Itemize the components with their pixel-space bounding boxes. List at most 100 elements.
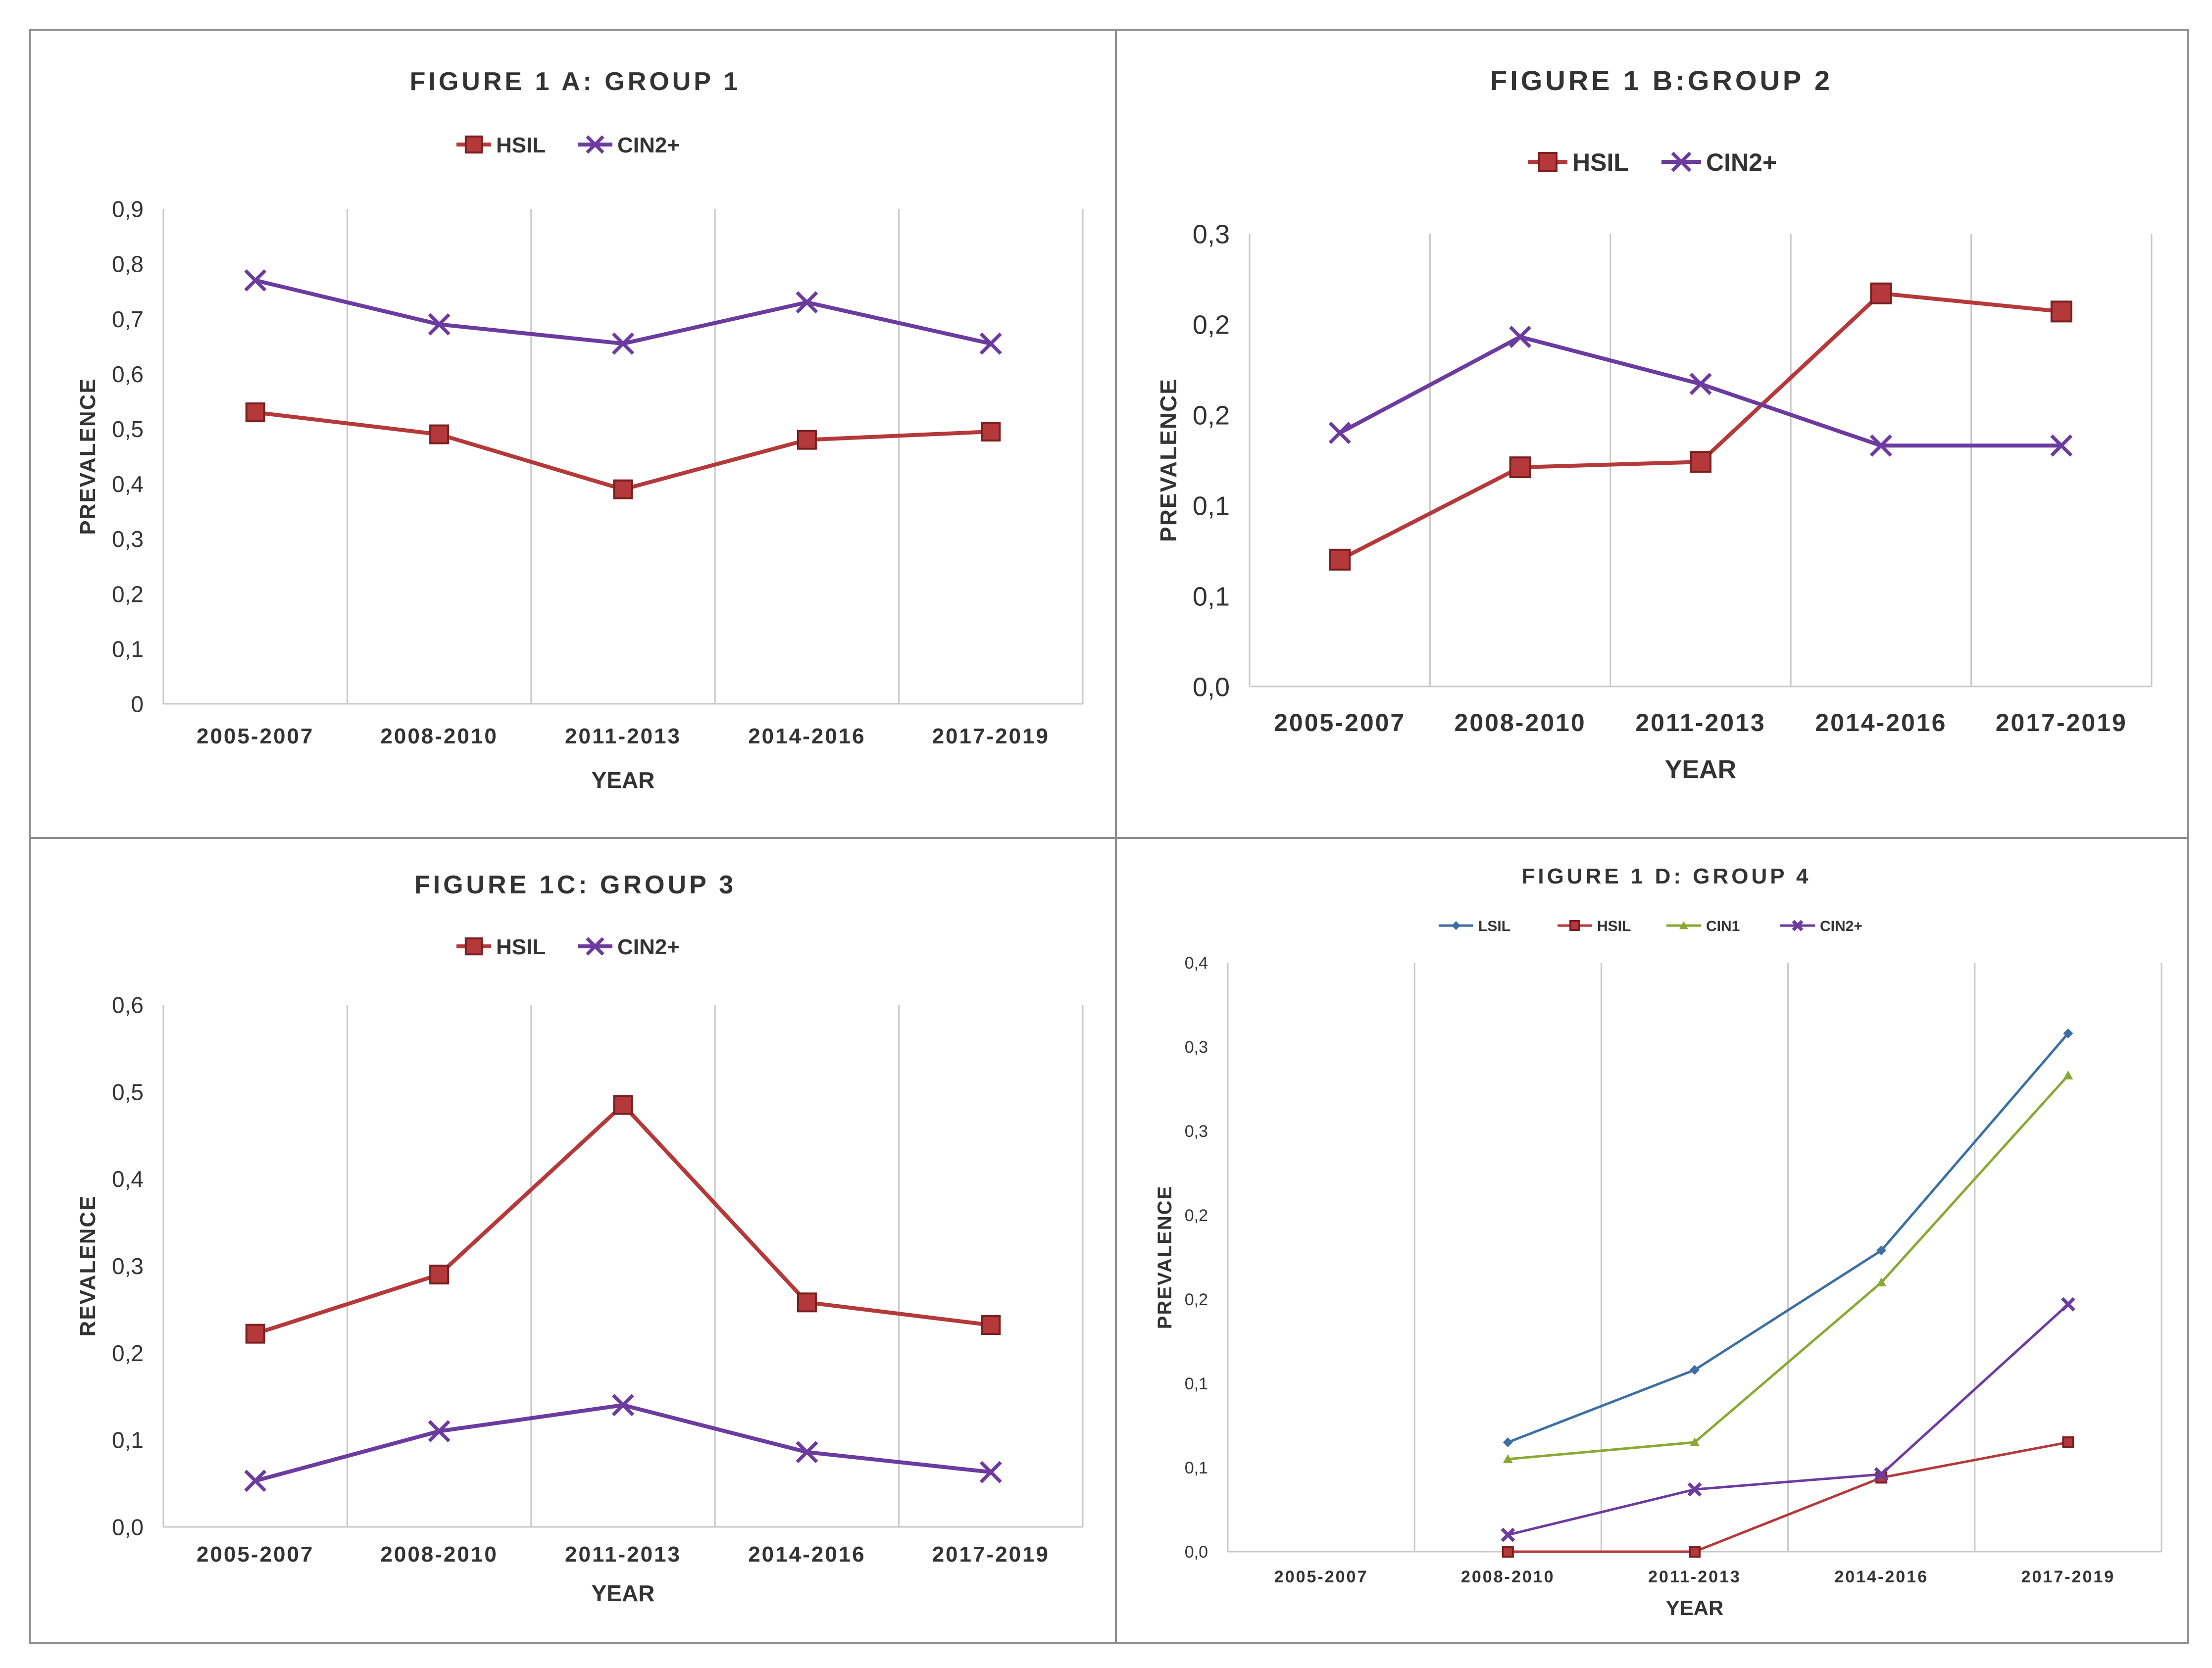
series-line-cin2 bbox=[1508, 1303, 2069, 1536]
legend-marker-cin2 bbox=[586, 135, 604, 154]
data-point-lsil bbox=[1690, 1365, 1700, 1375]
x-tick-label: 2005-2007 bbox=[1274, 709, 1406, 736]
y-axis-label: PREVALENCE bbox=[1156, 378, 1181, 542]
series-cin2 bbox=[244, 1394, 1002, 1492]
data-point-hsil bbox=[1509, 456, 1531, 479]
y-tick-label: 0,5 bbox=[112, 1079, 144, 1105]
y-axis-label: PREVALENCE bbox=[76, 378, 100, 535]
legend-item-hsil: HSIL bbox=[1528, 148, 1629, 176]
data-point-cin2 bbox=[1509, 326, 1532, 348]
legend-label-hsil: HSIL bbox=[496, 935, 546, 959]
data-point-cin2 bbox=[796, 291, 818, 314]
y-tick-label: 0,8 bbox=[112, 251, 144, 277]
data-point-cin2 bbox=[979, 1461, 1002, 1483]
y-tick-label: 0,3 bbox=[112, 526, 144, 552]
panel-figure-1c: FIGURE 1C: GROUP 3 HSIL CIN2+ 0,0 0,1 0,2 0,3 0… bbox=[29, 837, 1117, 1644]
data-point-cin1 bbox=[2063, 1070, 2073, 1079]
data-point-cin2 bbox=[428, 1420, 451, 1443]
panel-figure-1b: FIGURE 1 B:GROUP 2 HSIL CIN2+ 0,0 0,1 0,1 0,2 0… bbox=[1115, 29, 2189, 839]
legend-label-hsil: HSIL bbox=[496, 133, 546, 157]
legend-item-cin2: CIN2+ bbox=[578, 935, 680, 959]
series-cin2 bbox=[1328, 326, 2073, 457]
data-point-hsil bbox=[429, 1265, 450, 1285]
series-line-cin2 bbox=[254, 278, 992, 346]
y-tick-label: 0,1 bbox=[1185, 1374, 1208, 1393]
y-tick-label: 0,2 bbox=[1193, 310, 1230, 340]
data-point-cin1 bbox=[1503, 1454, 1513, 1463]
x-tick-label: 2008-2010 bbox=[380, 724, 498, 748]
series-lsil bbox=[1503, 1028, 2073, 1447]
data-point-cin2 bbox=[612, 1394, 634, 1417]
data-point-cin2 bbox=[244, 1470, 267, 1492]
x-tick-label: 2008-2010 bbox=[380, 1542, 498, 1567]
data-point-hsil bbox=[1329, 548, 1351, 571]
y-tick-label: 0,4 bbox=[112, 471, 144, 497]
y-tick-label: 0,1 bbox=[1193, 582, 1230, 611]
legend-marker-hsil bbox=[1569, 920, 1580, 931]
x-tick-label: 2011-2013 bbox=[565, 1542, 681, 1567]
x-tick-label: 2011-2013 bbox=[1635, 709, 1765, 736]
y-axis-label: REVALENCE bbox=[76, 1195, 100, 1336]
legend-label-hsil: HSIL bbox=[1597, 918, 1631, 934]
y-tick-label: 0,9 bbox=[112, 196, 144, 222]
legend-marker-cin2 bbox=[1792, 920, 1804, 932]
legend-label-cin2: CIN2+ bbox=[1706, 148, 1777, 176]
legend-item-lsil: LSIL bbox=[1439, 918, 1510, 934]
legend-marker-lsil bbox=[1452, 921, 1460, 930]
legend-marker-cin2 bbox=[586, 937, 604, 956]
x-tick-label: 2014-2016 bbox=[1834, 1568, 1928, 1586]
legend-marker-hsil bbox=[464, 937, 483, 956]
data-point-lsil bbox=[1876, 1245, 1887, 1256]
data-point-cin2 bbox=[1328, 422, 1351, 444]
legend-label-cin2: CIN2+ bbox=[617, 935, 680, 959]
data-point-cin2 bbox=[1869, 434, 1892, 457]
x-tick-label: 2008-2010 bbox=[1461, 1568, 1555, 1586]
legend-item-cin2: CIN2+ bbox=[1780, 918, 1862, 934]
chart-title: FIGURE 1 A: GROUP 1 bbox=[410, 67, 741, 96]
legend-item-hsil: HSIL bbox=[456, 935, 546, 959]
y-tick-label: 0,1 bbox=[112, 636, 144, 662]
data-point-hsil bbox=[429, 424, 450, 444]
legend-marker-hsil bbox=[1538, 152, 1558, 172]
y-tick-label: 0,4 bbox=[112, 1166, 144, 1192]
panel-figure-1a: FIGURE 1 A: GROUP 1 HSIL CIN2+ 0 0,1 0,2 0,3 0,… bbox=[29, 29, 1117, 839]
data-point-lsil bbox=[2063, 1028, 2073, 1038]
legend-label-hsil: HSIL bbox=[1572, 148, 1629, 176]
y-tick-label: 0,3 bbox=[1193, 219, 1230, 249]
data-point-hsil bbox=[981, 422, 1001, 442]
series-cin2 bbox=[1501, 1297, 2075, 1542]
x-axis-label: YEAR bbox=[592, 1580, 655, 1606]
x-tick-label: 2005-2007 bbox=[1274, 1568, 1368, 1586]
chart-figure-1b: FIGURE 1 B:GROUP 2 HSIL CIN2+ 0,0 0,1 0,1 0,2 0… bbox=[1156, 65, 2153, 784]
data-point-cin2 bbox=[1687, 1482, 1702, 1497]
y-tick-label: 0,0 bbox=[1185, 1543, 1208, 1562]
y-tick-label: 0,1 bbox=[1193, 491, 1230, 521]
chart-figure-1a: FIGURE 1 A: GROUP 1 HSIL CIN2+ 0 0,1 0,2 0,3 0,… bbox=[76, 67, 1084, 793]
legend-item-cin2: CIN2+ bbox=[578, 133, 680, 157]
legend-item-hsil: HSIL bbox=[1558, 918, 1631, 934]
y-tick-label: 0,2 bbox=[112, 1340, 144, 1366]
data-point-hsil bbox=[2062, 1436, 2074, 1448]
y-tick-label: 0,2 bbox=[1193, 400, 1230, 430]
series-hsil bbox=[245, 402, 1001, 499]
series-line-hsil bbox=[1339, 291, 2062, 562]
data-point-hsil bbox=[245, 402, 265, 423]
y-tick-label: 0,3 bbox=[1185, 1038, 1208, 1057]
data-point-cin2 bbox=[2050, 434, 2073, 457]
legend-label-cin2: CIN2+ bbox=[1820, 918, 1862, 934]
x-tick-label: 2014-2016 bbox=[1815, 709, 1947, 736]
data-point-hsil bbox=[1690, 451, 1711, 473]
y-tick-label: 0,0 bbox=[112, 1515, 144, 1540]
data-point-cin2 bbox=[979, 332, 1002, 355]
data-point-cin2 bbox=[1689, 373, 1712, 395]
data-point-hsil bbox=[2050, 300, 2072, 323]
series-cin2 bbox=[244, 269, 1002, 355]
chart-title: FIGURE 1 B:GROUP 2 bbox=[1490, 65, 1833, 96]
y-tick-label: 0,3 bbox=[112, 1253, 144, 1279]
legend-label-cin2: CIN2+ bbox=[617, 133, 680, 157]
y-tick-label: 0,6 bbox=[112, 361, 144, 387]
data-point-cin2 bbox=[428, 313, 451, 336]
x-tick-label: 2008-2010 bbox=[1455, 709, 1586, 736]
x-tick-label: 2017-2019 bbox=[2021, 1568, 2115, 1586]
